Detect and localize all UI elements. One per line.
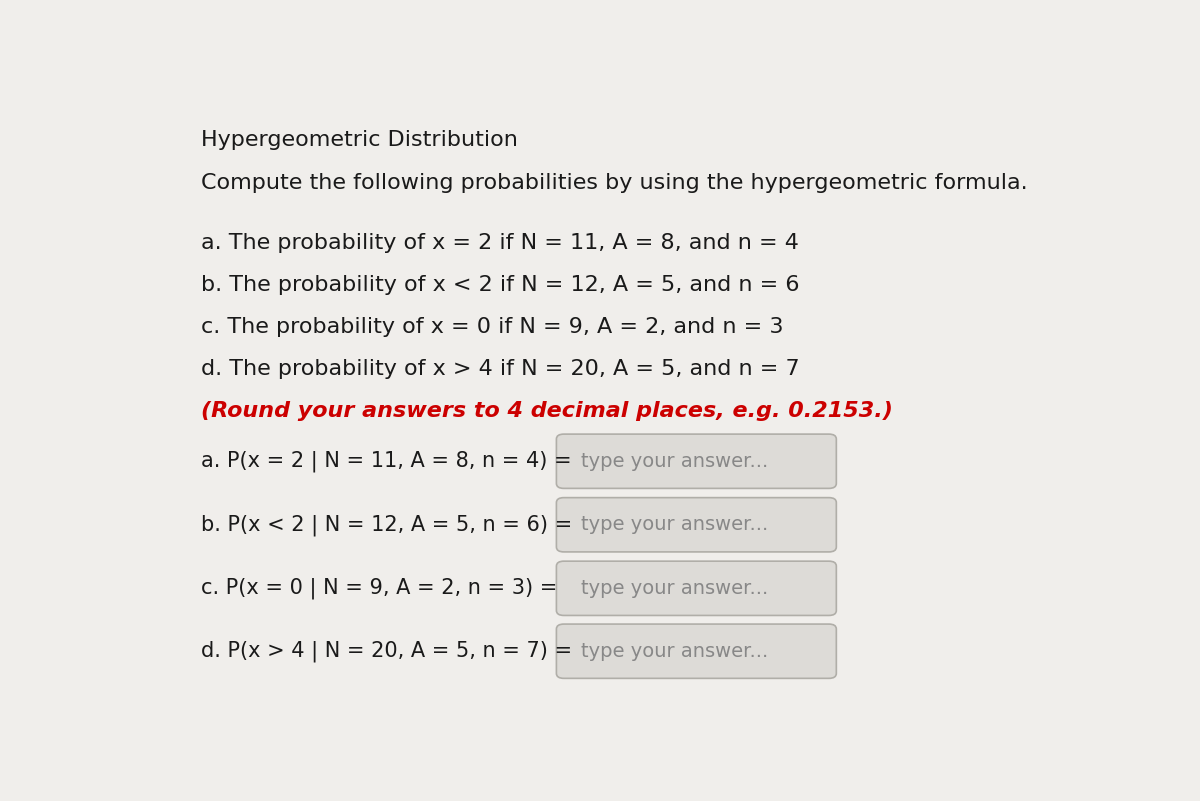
Text: Hypergeometric Distribution: Hypergeometric Distribution — [202, 130, 518, 150]
Text: c. The probability of x = 0 if N = 9, A = 2, and n = 3: c. The probability of x = 0 if N = 9, A … — [202, 317, 784, 337]
FancyBboxPatch shape — [557, 434, 836, 489]
Text: c. P(x = 0 | N = 9, A = 2, n = 3) =: c. P(x = 0 | N = 9, A = 2, n = 3) = — [202, 578, 558, 599]
Text: (Round your answers to 4 decimal places, e.g. 0.2153.): (Round your answers to 4 decimal places,… — [202, 401, 893, 421]
Text: a. P(x = 2 | N = 11, A = 8, n = 4) =: a. P(x = 2 | N = 11, A = 8, n = 4) = — [202, 450, 571, 472]
FancyBboxPatch shape — [557, 562, 836, 615]
Text: Compute the following probabilities by using the hypergeometric formula.: Compute the following probabilities by u… — [202, 173, 1027, 193]
Text: type your answer...: type your answer... — [581, 452, 768, 471]
Text: b. The probability of x < 2 if N = 12, A = 5, and n = 6: b. The probability of x < 2 if N = 12, A… — [202, 275, 799, 295]
FancyBboxPatch shape — [557, 624, 836, 678]
Text: d. P(x > 4 | N = 20, A = 5, n = 7) =: d. P(x > 4 | N = 20, A = 5, n = 7) = — [202, 641, 572, 662]
Text: type your answer...: type your answer... — [581, 579, 768, 598]
Text: type your answer...: type your answer... — [581, 642, 768, 661]
Text: a. The probability of x = 2 if N = 11, A = 8, and n = 4: a. The probability of x = 2 if N = 11, A… — [202, 233, 799, 253]
Text: d. The probability of x > 4 if N = 20, A = 5, and n = 7: d. The probability of x > 4 if N = 20, A… — [202, 359, 799, 379]
Text: b. P(x < 2 | N = 12, A = 5, n = 6) =: b. P(x < 2 | N = 12, A = 5, n = 6) = — [202, 514, 572, 536]
FancyBboxPatch shape — [557, 497, 836, 552]
Text: type your answer...: type your answer... — [581, 515, 768, 534]
